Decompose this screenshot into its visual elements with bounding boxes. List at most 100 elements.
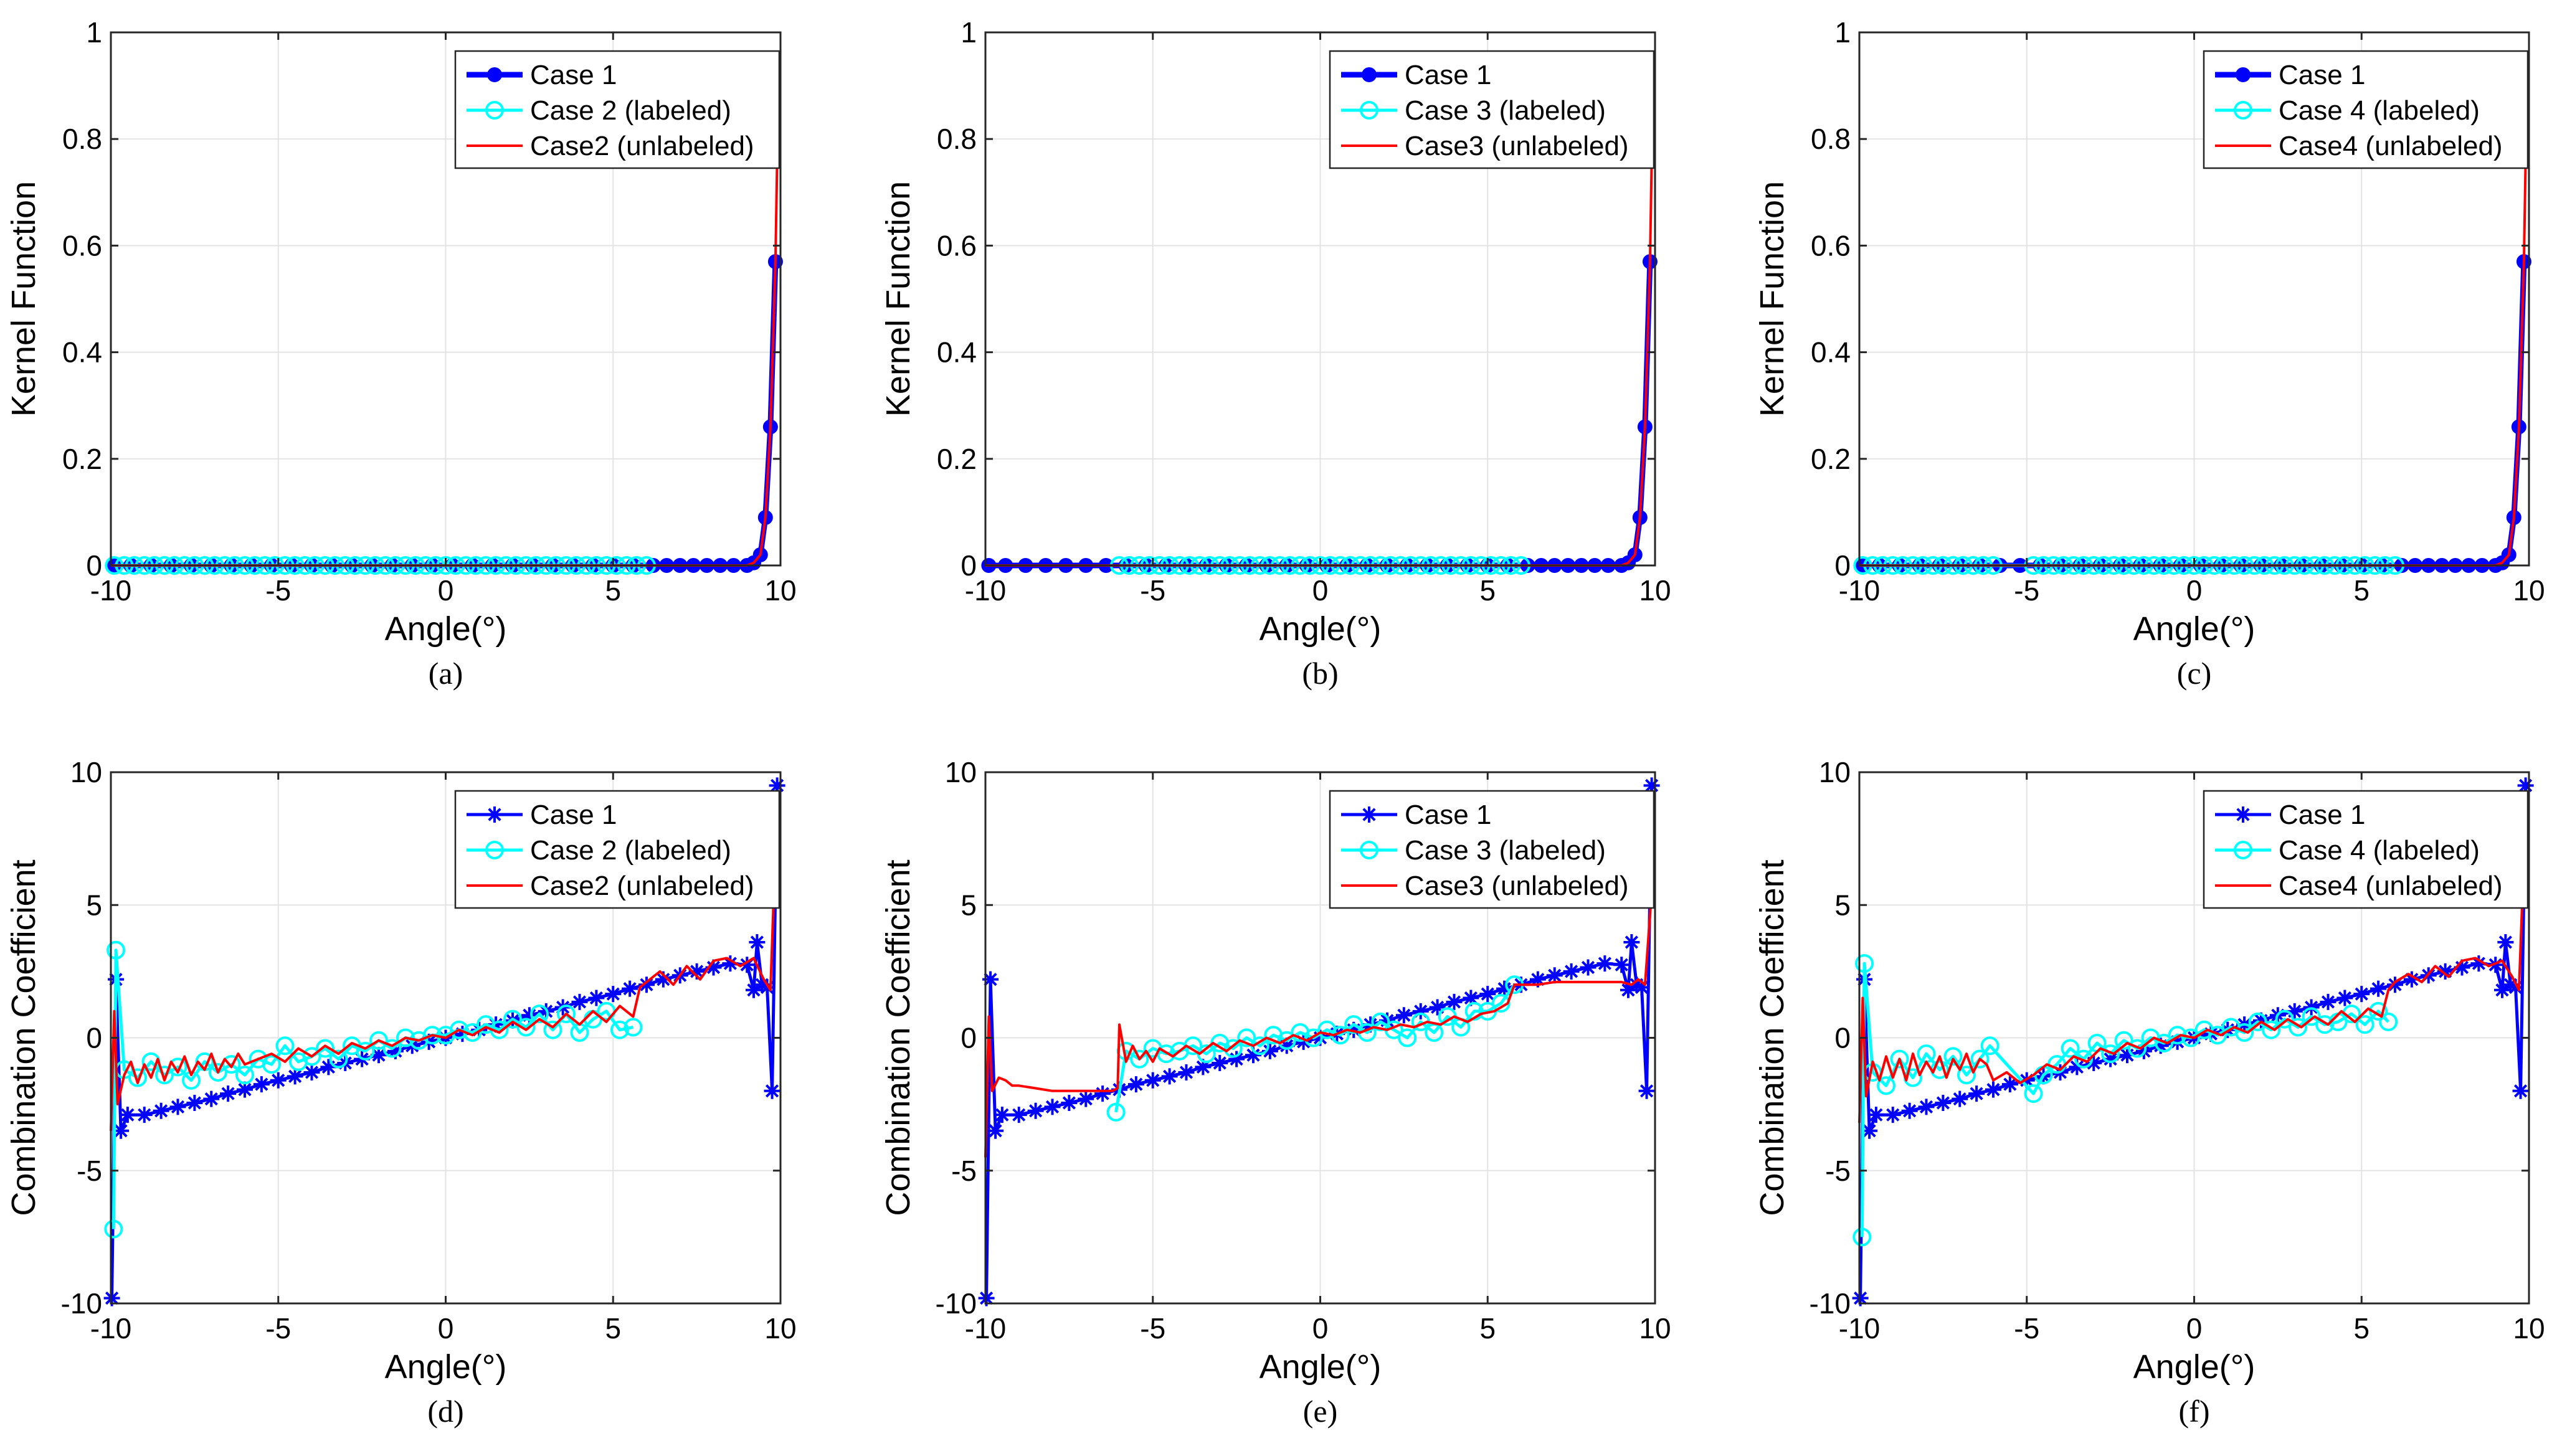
x-axis-label: Angle(°)	[385, 610, 507, 648]
x-tick-label: -5	[2014, 574, 2039, 607]
data-point	[688, 963, 705, 980]
data-point	[588, 990, 605, 1006]
x-tick-label: -5	[265, 574, 291, 607]
data-point	[2437, 963, 2454, 980]
data-point	[1412, 1003, 1429, 1019]
chart-panel-c: -10 -5 0 5 10 0 0.2 0.4 0.6 0.8 1 Angle(°) Kernel Fu…	[1753, 16, 2545, 691]
data-point	[2512, 1082, 2529, 1099]
data-point	[571, 993, 588, 1010]
data-point	[2262, 1020, 2281, 1039]
panel-caption: (d)	[427, 1394, 463, 1429]
data-point	[2101, 1044, 2120, 1064]
x-tick-label: 5	[2353, 574, 2370, 607]
data-point	[2320, 993, 2336, 1010]
data-point	[2253, 1012, 2269, 1029]
chart-panel-d: -10 -5 0 5 10 -10 -5 0 5 10 Angle(°) Combination Co…	[5, 756, 797, 1429]
data-point	[1852, 1290, 1869, 1307]
data-point	[2275, 1009, 2294, 1029]
data-point	[739, 957, 756, 973]
y-tick-label: 0	[86, 1022, 102, 1054]
data-point	[262, 1055, 281, 1074]
data-point	[2507, 979, 2524, 996]
legend-label: Case 2 (labeled)	[530, 95, 731, 126]
x-tick-label: -10	[90, 574, 131, 607]
data-point	[1580, 959, 1596, 976]
data-point	[1446, 993, 1463, 1010]
legend-marker	[487, 67, 502, 82]
data-point	[622, 980, 638, 997]
data-point	[2403, 971, 2420, 988]
x-tick-label: 0	[438, 574, 454, 607]
data-point	[1943, 1047, 1963, 1066]
data-point	[169, 1099, 186, 1115]
legend-label: Case4 (unlabeled)	[2279, 131, 2503, 161]
x-tick-label: -10	[965, 574, 1006, 607]
data-point	[356, 1041, 375, 1061]
legend-label: Case 1	[2279, 60, 2365, 90]
data-point	[1633, 979, 1650, 996]
x-tick-label: 10	[1639, 1312, 1671, 1345]
data-point	[1061, 1094, 1078, 1111]
data-point	[2387, 976, 2403, 993]
y-tick-label: -5	[951, 1155, 977, 1187]
data-point	[759, 979, 776, 996]
data-point	[722, 955, 739, 972]
data-point	[516, 1018, 536, 1037]
data-point	[1496, 980, 1513, 997]
y-tick-label: 10	[70, 756, 102, 788]
data-point	[103, 1290, 120, 1307]
data-point	[2487, 957, 2504, 973]
series-line-3	[984, 891, 1653, 1158]
data-point	[764, 1082, 780, 1099]
data-point	[1877, 1076, 1895, 1095]
data-point	[1563, 963, 1580, 980]
data-point	[1638, 1082, 1655, 1099]
data-point	[235, 1066, 254, 1085]
data-point	[746, 981, 762, 998]
x-tick-label: 5	[2353, 1312, 2370, 1345]
data-point	[1106, 1102, 1126, 1122]
data-point	[1345, 1021, 1362, 1038]
data-point	[530, 1005, 549, 1024]
x-tick-label: 0	[438, 1312, 454, 1345]
y-tick-label: 0	[961, 1022, 977, 1054]
legend-box	[454, 790, 780, 909]
x-tick-label: 0	[1312, 1312, 1329, 1345]
data-point	[1463, 990, 1479, 1006]
data-point	[369, 1031, 388, 1050]
y-tick-label: 1	[86, 16, 102, 49]
y-axis-label: Combination Coefficient	[5, 859, 42, 1216]
panel-caption: (c)	[2177, 656, 2212, 691]
x-tick-label: 10	[2513, 1312, 2545, 1345]
x-tick-label: 0	[2186, 1312, 2203, 1345]
legend-label: Case 4 (labeled)	[2279, 835, 2480, 866]
x-tick-label: 10	[764, 1312, 796, 1345]
data-point	[2353, 986, 2370, 1003]
data-point	[186, 1094, 203, 1111]
y-tick-label: 0.2	[1811, 443, 1851, 475]
data-point	[1161, 1068, 1178, 1085]
data-point	[2069, 1059, 2085, 1075]
data-point	[1970, 1049, 1990, 1069]
data-point	[1890, 1049, 1909, 1069]
legend-label: Case 3 (labeled)	[1405, 95, 1606, 126]
x-tick-label: 5	[1479, 574, 1496, 607]
data-point	[1867, 1107, 1884, 1123]
data-point	[1429, 999, 1446, 1016]
data-point	[982, 971, 999, 988]
legend-marker	[486, 806, 503, 823]
data-point	[543, 1020, 562, 1039]
legend-label: Case 1	[1405, 60, 1491, 90]
data-point	[2502, 976, 2519, 993]
series-line-3	[110, 798, 779, 1131]
legend-label: Case 1	[530, 800, 617, 830]
data-point	[1901, 1102, 1918, 1119]
y-tick-label: 0.2	[937, 443, 977, 475]
data-point	[1295, 1033, 1312, 1050]
data-point	[2370, 980, 2387, 997]
data-point	[113, 1122, 130, 1139]
data-point	[1861, 1122, 1878, 1139]
data-point	[396, 1028, 415, 1047]
series-line-3	[1858, 811, 2527, 1123]
